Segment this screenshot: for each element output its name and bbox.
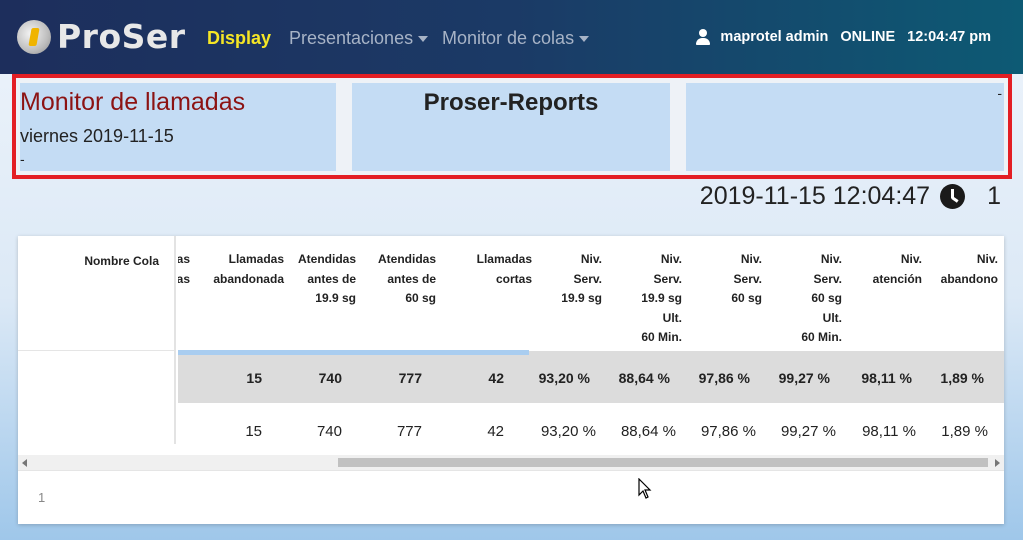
chevron-down-icon bbox=[418, 35, 429, 42]
table-cell: 740 bbox=[316, 423, 342, 440]
column-header-niv-serv-19-9-ult[interactable]: Niv. Serv. 19.9 sg Ult. 60 Min. bbox=[641, 252, 682, 344]
table-cell: 42 bbox=[487, 423, 504, 440]
highlighted-header-region: Monitor de llamadas viernes 2019-11-15 -… bbox=[12, 74, 1012, 179]
column-header-niv-serv-60-ult[interactable]: Niv. Serv. 60 sg Ult. 60 Min. bbox=[801, 252, 842, 344]
nav-display[interactable]: Display bbox=[207, 28, 271, 49]
header-dash-right: - bbox=[997, 85, 1002, 101]
column-header-llamadas-abandonada[interactable]: Llamadas abandonada bbox=[213, 252, 284, 286]
table-cell: 740 bbox=[318, 370, 342, 386]
row-progress-bar bbox=[178, 350, 529, 355]
table-cell: 97,86 % bbox=[700, 423, 756, 440]
table-cell: 777 bbox=[398, 370, 422, 386]
header-dash-left: - bbox=[20, 151, 25, 167]
online-status: ONLINE bbox=[840, 29, 896, 45]
nav-monitor-de-colas[interactable]: Monitor de colas bbox=[442, 28, 590, 49]
nav-monitor-label: Monitor de colas bbox=[442, 28, 575, 48]
table-cell: 1,89 % bbox=[941, 423, 988, 440]
header-panel-right: - bbox=[686, 83, 1004, 171]
column-header-niv-abandono[interactable]: Niv. abandono bbox=[940, 252, 998, 286]
page-title: Monitor de llamadas bbox=[20, 88, 246, 116]
scrollbar-thumb[interactable] bbox=[338, 458, 988, 467]
nav-presentaciones-label: Presentaciones bbox=[289, 28, 414, 48]
table-row[interactable]: 15 740 777 42 93,20 % 88,64 % 97,86 % 99… bbox=[178, 351, 1004, 403]
clock-icon bbox=[940, 184, 966, 209]
header-date: viernes 2019-11-15 bbox=[20, 126, 174, 146]
nav-time: 12:04:47 pm bbox=[907, 29, 991, 45]
table-cell: 93,20 % bbox=[538, 370, 590, 386]
scroll-right-arrow-icon[interactable] bbox=[995, 459, 1000, 467]
refresh-count: 1 bbox=[987, 182, 1001, 210]
report-title: Proser-Reports bbox=[423, 89, 599, 116]
header-panel-center: Proser-Reports bbox=[352, 83, 670, 171]
brand-logo[interactable]: ProSer bbox=[17, 17, 186, 56]
current-datetime: 2019-11-15 12:04:47 bbox=[699, 182, 931, 210]
table-cell: 98,11 % bbox=[861, 370, 912, 386]
table-cell: 15 bbox=[246, 370, 262, 386]
header-panel-left: Monitor de llamadas viernes 2019-11-15 - bbox=[20, 83, 336, 171]
column-header-niv-serv-60[interactable]: Niv. Serv. 60 sg bbox=[731, 252, 762, 305]
column-header-atendidas-19-9[interactable]: Atendidas antes de 19.9 sg bbox=[297, 252, 356, 305]
fixed-column: Nombre Cola bbox=[18, 236, 176, 444]
chevron-down-icon bbox=[579, 35, 590, 42]
nav-display-label: Display bbox=[207, 28, 272, 48]
table-cell: 93,20 % bbox=[540, 423, 596, 440]
queue-table-card: Nombre Cola as as Llamadas abandonada At… bbox=[18, 236, 1004, 524]
table-cell: 97,86 % bbox=[698, 370, 750, 386]
brand-name: ProSer bbox=[57, 17, 186, 56]
user-name[interactable]: maprotel admin bbox=[720, 29, 829, 45]
top-navbar: ProSer Display Presentaciones Monitor de… bbox=[0, 0, 1023, 74]
horizontal-scrollbar[interactable] bbox=[18, 455, 1004, 470]
table-cell: 15 bbox=[245, 423, 262, 440]
table-cell: 99,27 % bbox=[778, 370, 830, 386]
user-icon bbox=[696, 29, 711, 45]
column-header-atendidas-60[interactable]: Atendidas antes de 60 sg bbox=[377, 252, 436, 305]
table-cell: 99,27 % bbox=[780, 423, 836, 440]
column-header-llamadas-cortas[interactable]: Llamadas cortas bbox=[476, 252, 532, 286]
clock-row: 2019-11-15 12:04:47 1 bbox=[700, 182, 1001, 211]
mouse-cursor-icon bbox=[638, 478, 652, 499]
table-scroll-area[interactable]: as as Llamadas abandonada Atendidas ante… bbox=[178, 236, 1004, 444]
table-cell: 88,64 % bbox=[620, 423, 676, 440]
pagination-page[interactable]: 1 bbox=[38, 490, 46, 505]
user-status-area: maprotel admin ONLINE 12:04:47 pm bbox=[696, 29, 991, 45]
proser-logo-icon bbox=[17, 19, 51, 54]
nav-presentaciones[interactable]: Presentaciones bbox=[289, 28, 429, 49]
column-header-niv-serv-19-9[interactable]: Niv. Serv. 19.9 sg bbox=[561, 252, 602, 305]
table-cell: 88,64 % bbox=[618, 370, 670, 386]
column-header-niv-atencion[interactable]: Niv. atención bbox=[872, 252, 922, 286]
column-header-nombre-cola[interactable]: Nombre Cola bbox=[18, 236, 174, 351]
table-cell: 1,89 % bbox=[940, 370, 984, 386]
footer-divider bbox=[18, 470, 1004, 471]
table-cell: 98,11 % bbox=[862, 423, 916, 440]
table-cell: 42 bbox=[488, 370, 504, 386]
scroll-left-arrow-icon[interactable] bbox=[22, 459, 27, 467]
column-header-partial[interactable]: as as bbox=[178, 252, 190, 286]
table-row[interactable]: 15 740 777 42 93,20 % 88,64 % 97,86 % 99… bbox=[178, 405, 1004, 444]
table-cell: 777 bbox=[396, 423, 422, 440]
